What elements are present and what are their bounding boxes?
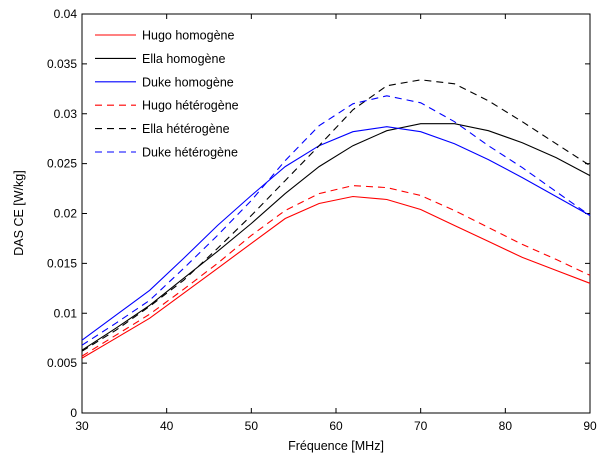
y-tick-label-4: 0.02	[54, 207, 78, 221]
x-tick-label-4: 70	[414, 419, 428, 433]
series-line-5	[81, 95, 591, 346]
legend-label-5: Duke hétérogène	[142, 146, 238, 160]
legend-label-3: Hugo hétérogène	[142, 99, 239, 113]
y-axis-label: DAS CE [W/kg]	[12, 170, 26, 255]
y-tick-label-2: 0.01	[54, 306, 78, 320]
legend-label-2: Duke homogène	[142, 75, 234, 89]
y-tick-label-7: 0.035	[47, 57, 77, 71]
y-tick-label-3: 0.015	[47, 256, 77, 270]
series-line-4	[81, 79, 591, 352]
x-tick-label-3: 60	[329, 419, 343, 433]
y-tick-label-8: 0.04	[54, 7, 78, 21]
series-line-0	[81, 195, 591, 359]
plot-area	[81, 13, 591, 414]
legend-label-4: Ella hétérogène	[142, 122, 230, 136]
x-tick-label-5: 80	[499, 419, 513, 433]
x-tick-label-0: 30	[75, 419, 89, 433]
y-tick-label-5: 0.025	[47, 157, 77, 171]
y-tick-label-6: 0.03	[54, 107, 78, 121]
x-tick-label-1: 40	[160, 419, 174, 433]
series-line-1	[81, 123, 591, 351]
axis-ticks: 30 40 50 60 70 80 90 0 0.005 0.01 0.015 0.02 0.025 0.…	[47, 7, 597, 433]
x-axis-label: Fréquence [MHz]	[288, 439, 384, 453]
series-line-2	[81, 126, 591, 341]
series-line-3	[81, 185, 591, 357]
legend-label-0: Hugo homogène	[142, 29, 234, 43]
y-tick-label-1: 0.005	[47, 356, 77, 370]
x-tick-label-6: 90	[583, 419, 597, 433]
x-tick-label-2: 50	[245, 419, 259, 433]
series-lines	[81, 79, 591, 359]
y-tick-label-0: 0	[70, 406, 77, 420]
legend-label-1: Ella homogène	[142, 52, 225, 66]
legend: Hugo homogène Ella homogène Duke homogène H…	[95, 29, 239, 160]
